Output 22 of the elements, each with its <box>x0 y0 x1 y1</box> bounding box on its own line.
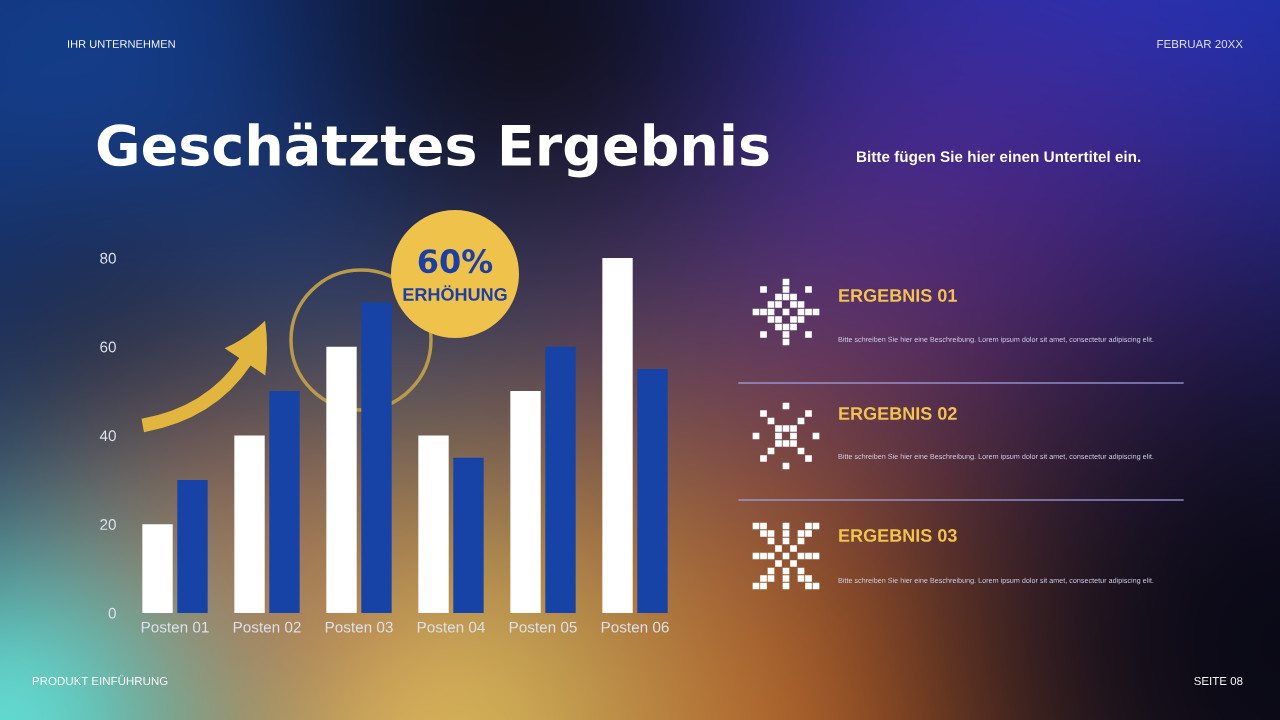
y-tick-label: 0 <box>108 607 116 619</box>
y-tick-label: 60 <box>100 341 116 353</box>
y-tick-label: 80 <box>100 252 116 264</box>
x-tick-label: Posten 04 <box>417 621 485 633</box>
text: ERGEBNIS 02 <box>839 407 957 420</box>
x-tick-label: Posten 02 <box>233 621 301 633</box>
y-tick-label: 20 <box>100 519 116 530</box>
y-tick-label: 40 <box>99 430 116 442</box>
text: ERGEBNIS 03 <box>839 529 957 542</box>
text: FEBRUAR 20XX <box>1157 39 1243 49</box>
text: ERGEBNIS 01 <box>839 289 957 302</box>
annotation: ERHÖHUNG <box>403 285 507 301</box>
text: IHR UNTERNEHMEN <box>68 40 175 48</box>
text: SEITE 08 <box>1194 676 1243 686</box>
x-tick-label: Posten 01 <box>141 621 209 633</box>
x-tick-label: Posten 03 <box>325 621 393 633</box>
text: Bitte fügen Sie hier einen Untertitel ein. <box>857 150 1141 166</box>
x-tick-label: Posten 05 <box>509 621 577 633</box>
x-tick-label: Posten 06 <box>601 621 669 633</box>
chart-title: Geschätztes Ergebnis <box>97 122 769 178</box>
text: PRODUKT EINFÜHRUNG <box>32 675 168 686</box>
annotation: 60% <box>418 249 493 274</box>
